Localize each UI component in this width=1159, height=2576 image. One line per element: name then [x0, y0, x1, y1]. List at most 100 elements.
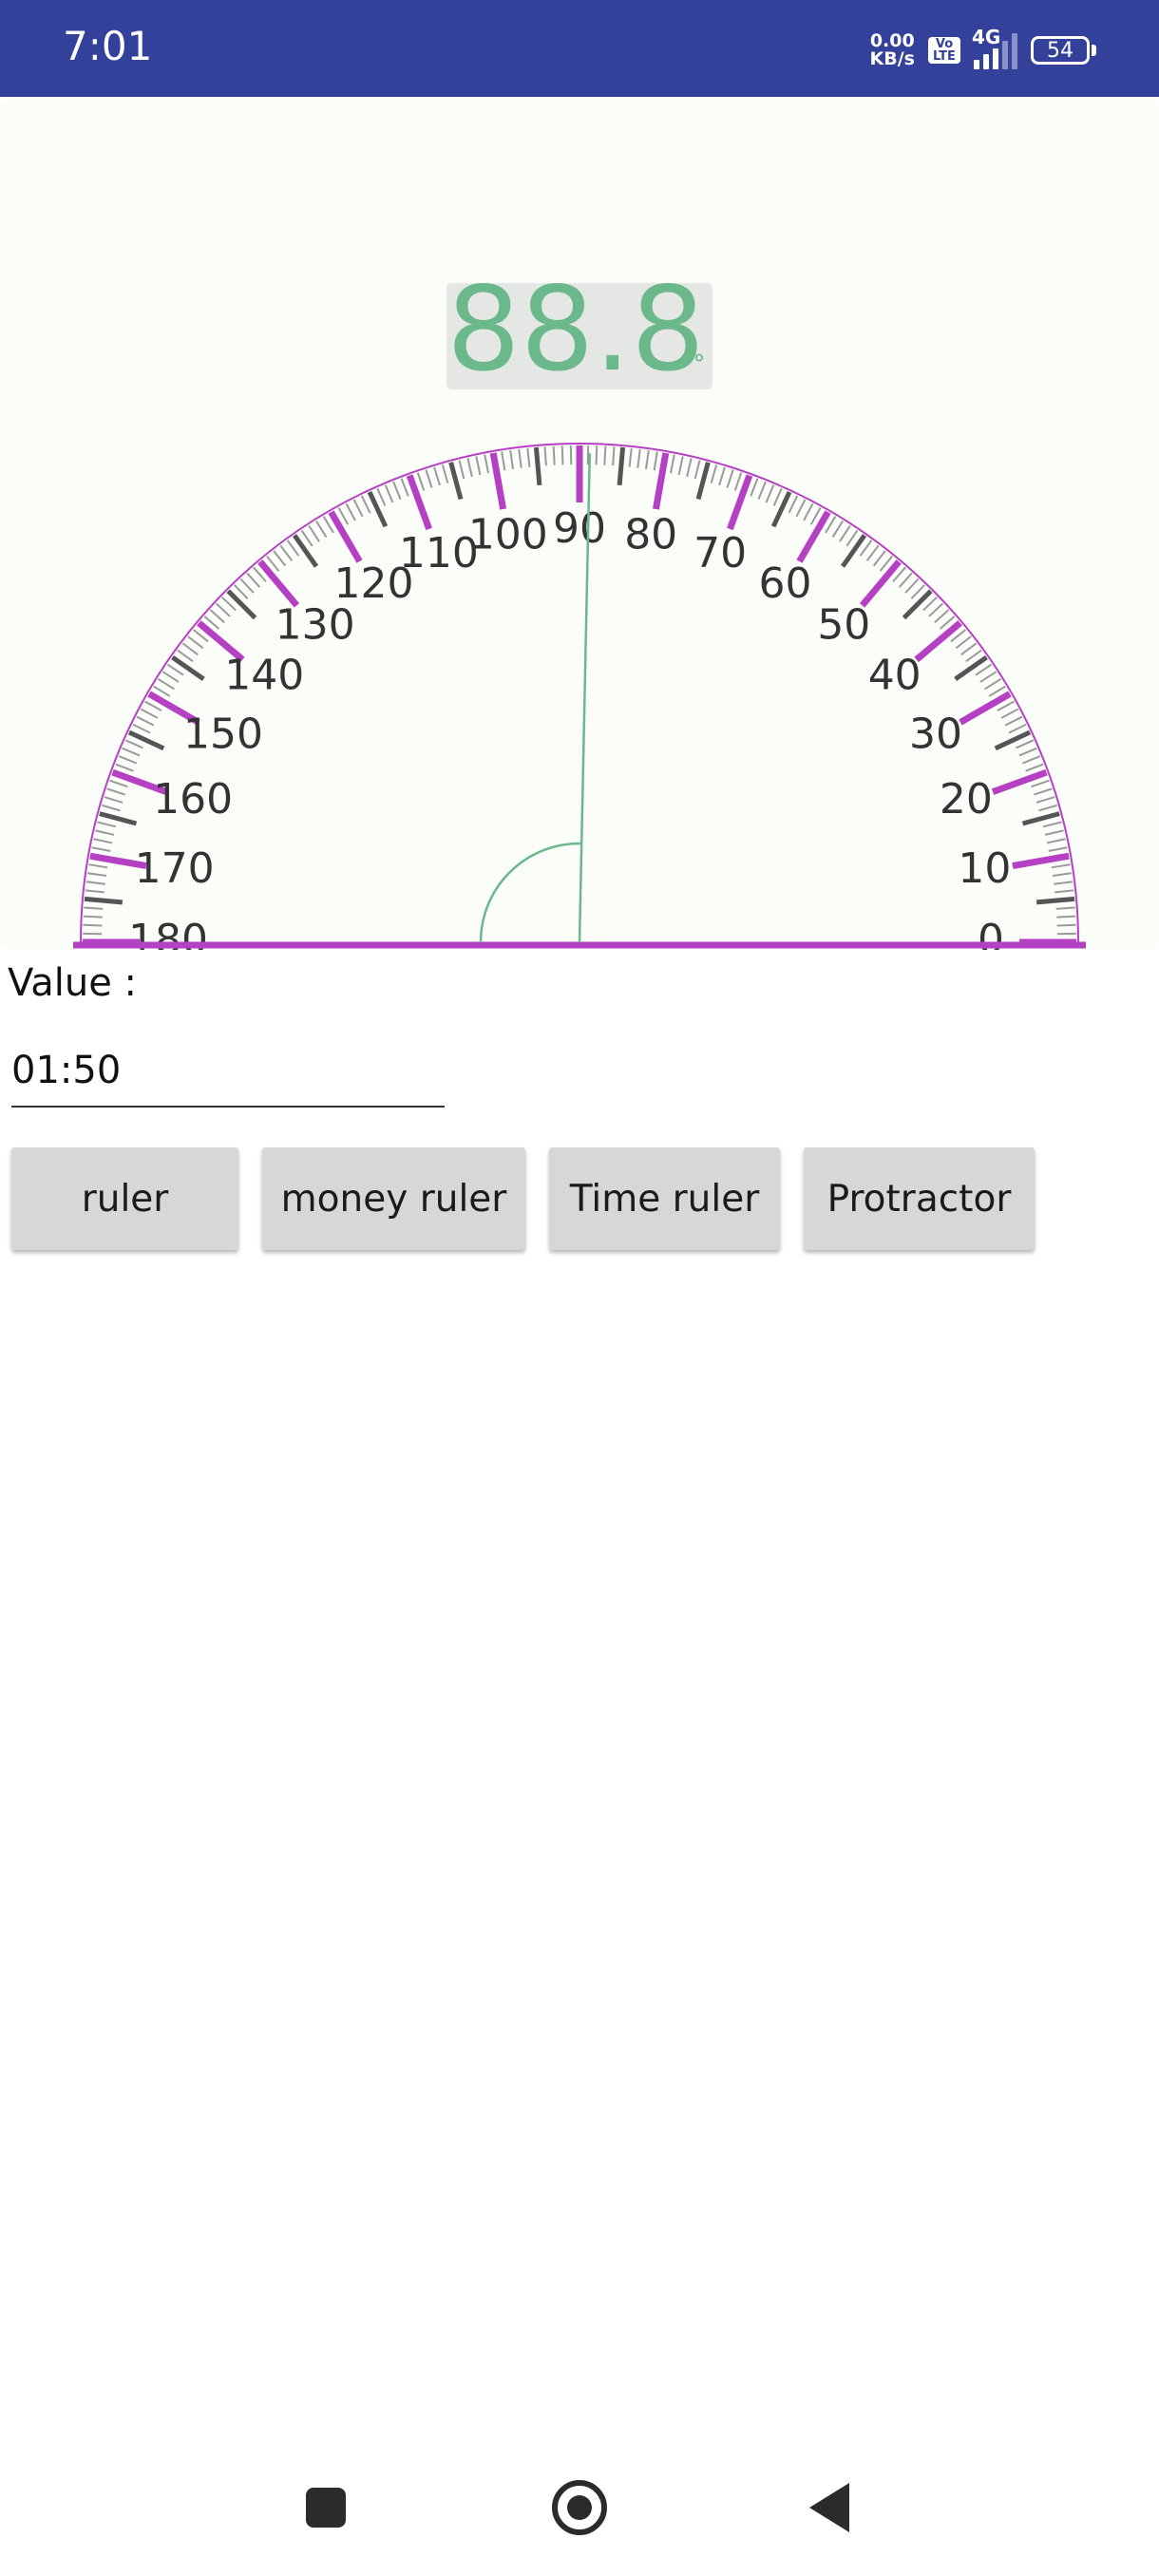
protractor-tick	[928, 602, 944, 617]
status-icons: 0.00 KB/s Vo LTE 4G 54	[870, 26, 1096, 72]
protractor-tick	[694, 460, 701, 480]
protractor-tick	[1056, 923, 1076, 927]
time-ruler-button[interactable]: Time ruler	[549, 1147, 780, 1250]
protractor-tick	[279, 544, 294, 561]
protractor-tick	[726, 469, 734, 488]
protractor-panel[interactable]: 0 10 20 30 40 50 60 70 80 90 100 110 120 130 140 150 160…	[0, 99, 1159, 950]
protractor-tick	[677, 456, 684, 476]
protractor-tick	[257, 559, 300, 608]
recent-apps-icon[interactable]	[306, 2488, 346, 2528]
signal-bar	[1012, 33, 1017, 69]
protractor-tick	[91, 846, 111, 853]
protractor-scale-label: 50	[817, 600, 870, 649]
protractor-tick	[458, 460, 466, 480]
protractor-tick	[975, 663, 993, 676]
protractor-tick	[718, 466, 726, 486]
protractor-tick	[560, 445, 564, 465]
protractor-scale-label: 30	[909, 710, 962, 759]
protractor-outer-arc	[80, 443, 1079, 943]
protractor-tick	[772, 487, 783, 506]
back-icon[interactable]	[809, 2483, 849, 2532]
protractor-tick	[984, 678, 1002, 691]
protractor-tick	[118, 755, 138, 765]
protractor-tick	[979, 671, 998, 683]
protractor-tick	[988, 685, 1006, 697]
protractor-tick	[839, 524, 851, 542]
battery-level: 54	[1031, 36, 1090, 65]
signal-bar	[974, 60, 979, 69]
protractor-tick	[795, 499, 807, 518]
protractor-button[interactable]: Protractor	[804, 1147, 1035, 1250]
protractor-tick	[1046, 838, 1066, 844]
protractor-tick	[770, 490, 792, 528]
protractor-scale-label: 90	[553, 504, 606, 553]
protractor-tick	[147, 691, 200, 726]
protractor-tick	[686, 458, 693, 478]
protractor-tick	[124, 739, 143, 749]
home-icon[interactable]	[552, 2480, 607, 2535]
protractor-tick	[910, 584, 926, 599]
protractor-tick	[97, 821, 117, 828]
protractor-tick	[157, 678, 175, 691]
protractor-tick	[965, 649, 982, 663]
protractor-tick	[166, 663, 184, 676]
protractor-tick	[846, 529, 859, 547]
protractor-tick	[384, 484, 394, 503]
protractor-tick	[416, 472, 426, 491]
protractor-tick	[85, 889, 104, 894]
protractor-tick	[192, 629, 209, 643]
protractor-tick	[104, 796, 124, 804]
protractor-tick	[612, 446, 616, 466]
status-bar: 7:01 0.00 KB/s Vo LTE 4G 54	[0, 0, 1159, 97]
protractor-tick	[86, 881, 105, 885]
protractor-tick	[115, 763, 134, 772]
ruler-button[interactable]: ruler	[11, 1147, 238, 1250]
protractor-tick	[88, 863, 108, 869]
protractor-tick	[727, 474, 753, 531]
protractor-tick	[809, 507, 822, 525]
protractor-dial[interactable]: 0102030405060708090100110120130140150160…	[0, 99, 1159, 950]
protractor-tick	[308, 524, 320, 542]
protractor-tick	[757, 481, 767, 501]
protractor-tick	[187, 635, 204, 650]
protractor-scale-label: 110	[399, 529, 479, 578]
protractor-tick	[617, 446, 626, 486]
protractor-tick	[879, 555, 893, 572]
protractor-scale-label: 40	[868, 652, 922, 700]
protractor-tick	[959, 691, 1012, 726]
protractor-tick	[352, 499, 364, 518]
protractor-tick	[448, 462, 464, 501]
protractor-tick	[1008, 723, 1027, 734]
protractor-tick	[233, 584, 249, 599]
protractor-tick	[400, 478, 409, 497]
protractor-tick	[153, 685, 171, 697]
protractor-tick	[266, 555, 280, 572]
value-input[interactable]	[11, 1035, 445, 1108]
money-ruler-button[interactable]: money ruler	[262, 1147, 525, 1250]
protractor-tick	[950, 629, 967, 643]
protractor-tick	[991, 768, 1048, 795]
protractor-tick	[653, 451, 658, 471]
protractor-tick	[101, 804, 121, 812]
protractor-scale-label: 170	[135, 844, 215, 893]
protractor-tick	[203, 616, 220, 630]
protractor-tick	[914, 620, 962, 663]
protractor-tick	[595, 445, 598, 465]
protractor-tick	[292, 534, 319, 568]
protractor-tick	[99, 811, 138, 826]
protractor-tick	[95, 829, 115, 836]
protractor-tick	[939, 616, 956, 630]
protractor-tick	[859, 540, 873, 557]
angle-display-degree-symbol: °	[694, 350, 706, 379]
protractor-tick	[954, 654, 988, 682]
protractor-tick	[84, 896, 124, 905]
protractor-tick	[509, 449, 514, 470]
protractor-tick	[533, 446, 542, 486]
protractor-tick	[859, 559, 902, 608]
protractor-tick	[840, 534, 867, 568]
protractor-tick	[865, 544, 880, 561]
protractor-tick	[406, 474, 432, 531]
protractor-tick	[84, 906, 104, 910]
protractor-tick	[1048, 846, 1068, 853]
protractor-needle	[578, 453, 592, 943]
